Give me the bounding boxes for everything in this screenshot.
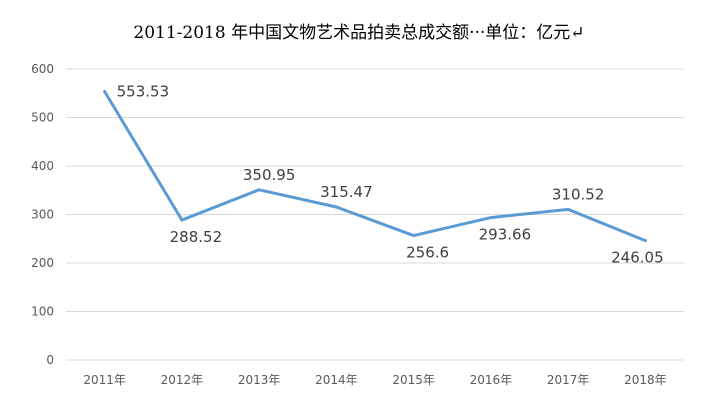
y-tick-label: 100 bbox=[31, 305, 54, 319]
data-label: 310.52 bbox=[552, 185, 605, 203]
gridlines bbox=[66, 68, 684, 361]
data-point bbox=[566, 207, 570, 211]
x-axis-ticks: 2011年 2012年 2013年 2014年 2015年 2016年 2017年 2018年 bbox=[83, 373, 666, 387]
data-point bbox=[334, 205, 338, 209]
y-tick-label: 400 bbox=[31, 159, 54, 173]
series-group bbox=[103, 90, 647, 243]
y-tick-label: 300 bbox=[31, 208, 54, 222]
y-tick-label: 200 bbox=[31, 256, 54, 270]
data-label: 246.05 bbox=[611, 249, 664, 267]
y-axis-ticks: 0 100 200 300 400 500 600 bbox=[31, 62, 54, 367]
x-tick-label: 2011年 bbox=[83, 373, 126, 387]
data-label: 293.66 bbox=[479, 226, 532, 244]
data-point bbox=[643, 239, 647, 243]
data-labels: 553.53 288.52 350.95 315.47 256.6 293.66 310.5… bbox=[117, 83, 664, 267]
y-tick-label: 600 bbox=[31, 62, 54, 76]
data-point bbox=[412, 234, 416, 238]
x-tick-label: 2016年 bbox=[470, 373, 513, 387]
data-point bbox=[103, 90, 107, 94]
x-tick-label: 2018年 bbox=[624, 373, 667, 387]
data-label: 553.53 bbox=[117, 83, 170, 101]
data-point bbox=[257, 188, 261, 192]
x-tick-label: 2017年 bbox=[547, 373, 590, 387]
chart-title: 2011-2018 年中国文物艺术品拍卖总成交额···单位：亿元↵ bbox=[133, 23, 585, 43]
series-line bbox=[103, 90, 647, 243]
data-label: 315.47 bbox=[320, 183, 373, 201]
y-tick-label: 0 bbox=[46, 353, 54, 367]
data-point bbox=[489, 216, 493, 220]
data-label: 350.95 bbox=[243, 166, 296, 184]
data-label: 288.52 bbox=[170, 228, 223, 246]
x-tick-label: 2013年 bbox=[238, 373, 281, 387]
x-tick-label: 2015年 bbox=[392, 373, 435, 387]
data-label: 256.6 bbox=[406, 244, 449, 262]
x-tick-label: 2014年 bbox=[315, 373, 358, 387]
data-point bbox=[180, 218, 184, 222]
y-tick-label: 500 bbox=[31, 111, 54, 125]
x-tick-label: 2012年 bbox=[161, 373, 204, 387]
